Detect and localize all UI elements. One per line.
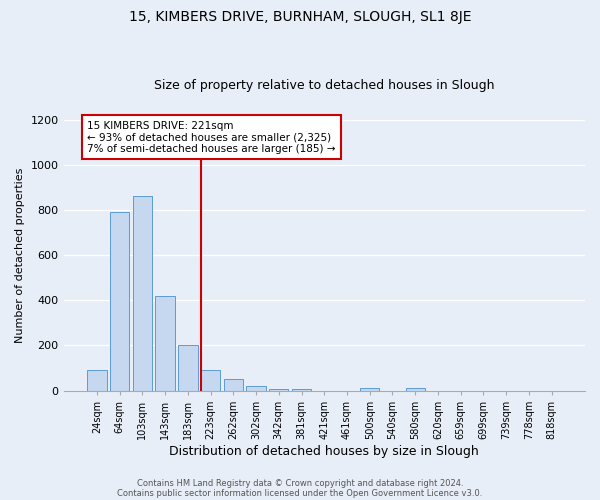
Text: Contains HM Land Registry data © Crown copyright and database right 2024.: Contains HM Land Registry data © Crown c… (137, 478, 463, 488)
Text: Contains public sector information licensed under the Open Government Licence v3: Contains public sector information licen… (118, 488, 482, 498)
Bar (360, 388, 379, 390)
Bar (155, 296, 175, 390)
Text: 15 KIMBERS DRIVE: 221sqm
← 93% of detached houses are smaller (2,325)
7% of semi: 15 KIMBERS DRIVE: 221sqm ← 93% of detach… (88, 120, 336, 154)
Bar (110, 212, 130, 390)
Y-axis label: Number of detached properties: Number of detached properties (15, 168, 25, 342)
Bar (133, 196, 152, 390)
Bar (224, 380, 243, 390)
Bar (178, 346, 197, 391)
Title: Size of property relative to detached houses in Slough: Size of property relative to detached ho… (154, 79, 494, 92)
X-axis label: Distribution of detached houses by size in Slough: Distribution of detached houses by size … (169, 444, 479, 458)
Bar (201, 370, 220, 390)
Bar (247, 386, 266, 390)
Text: 15, KIMBERS DRIVE, BURNHAM, SLOUGH, SL1 8JE: 15, KIMBERS DRIVE, BURNHAM, SLOUGH, SL1 … (129, 10, 471, 24)
Bar (406, 388, 425, 390)
Bar (87, 370, 107, 390)
